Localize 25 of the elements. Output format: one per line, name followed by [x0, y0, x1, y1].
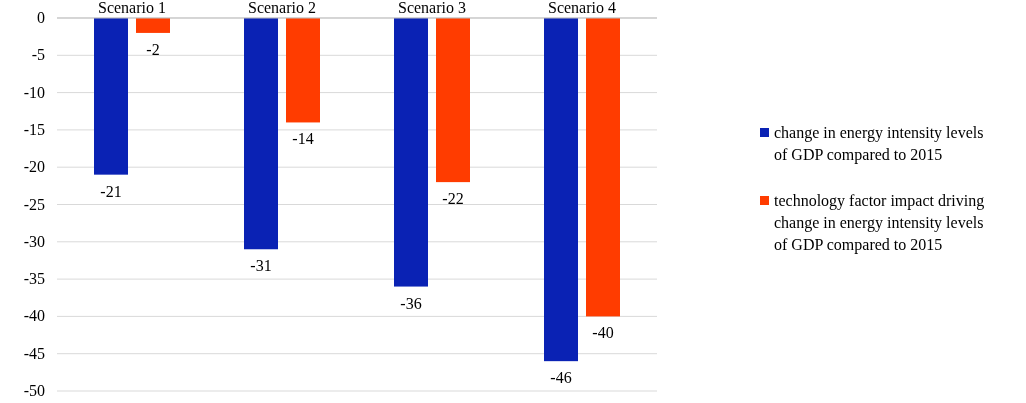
data-label: -31 [250, 257, 272, 275]
y-tick-label: -50 [23, 382, 45, 399]
x-tick-label: Scenario 4 [548, 0, 616, 16]
data-label: -21 [100, 182, 122, 200]
data-label: -46 [550, 369, 572, 387]
y-tick-label: -35 [23, 270, 45, 288]
y-tick-label: -20 [23, 158, 45, 176]
y-tick-label: -10 [23, 83, 45, 101]
data-label: -2 [146, 40, 160, 58]
y-tick-label: -25 [23, 195, 45, 213]
data-label: -14 [292, 130, 314, 148]
y-tick-label: -30 [23, 232, 45, 250]
y-tick-label: -15 [23, 120, 45, 138]
x-tick-label: Scenario 2 [248, 0, 316, 16]
x-tick-label: Scenario 1 [98, 0, 166, 16]
y-tick-label: -45 [23, 344, 45, 362]
y-tick-label: -40 [23, 307, 45, 325]
data-label: -36 [400, 294, 422, 312]
legend-label: change in energy intensity levels of GDP compared to 2015 [774, 124, 984, 164]
x-tick-label: Scenario 3 [398, 0, 466, 16]
data-label: -22 [442, 190, 464, 208]
y-tick-label: 0 [37, 9, 45, 26]
y-tick-label: -5 [31, 46, 45, 64]
data-label: -40 [592, 324, 614, 342]
legend-label: technology factor impact driving change in energy intensity levels of GDP compared to 2015 [774, 192, 985, 254]
